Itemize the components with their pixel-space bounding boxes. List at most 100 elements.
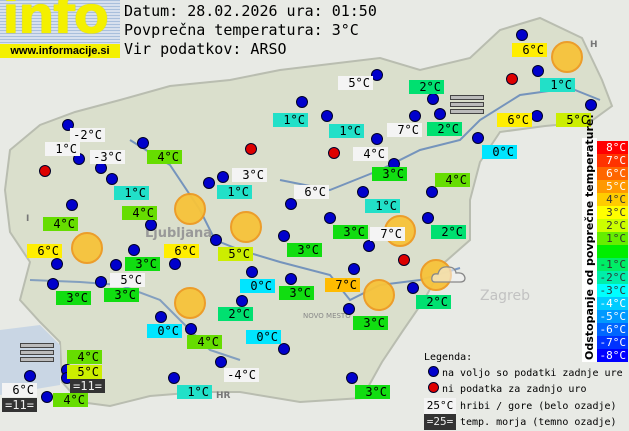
station-dot-available[interactable]	[343, 303, 355, 315]
station-dot-available[interactable]	[215, 356, 227, 368]
scale-step: -7°C	[597, 336, 628, 349]
fog-icon	[20, 343, 54, 364]
station-dot-available[interactable]	[217, 171, 229, 183]
station-dot-available[interactable]	[409, 110, 421, 122]
mountain-temperature-label: 7°C	[370, 227, 405, 241]
station-dot-available[interactable]	[155, 311, 167, 323]
river	[29, 279, 241, 361]
station-dot-available[interactable]	[24, 370, 36, 382]
station-dot-available[interactable]	[296, 96, 308, 108]
mountain-temperature-label: -2°C	[70, 128, 105, 142]
station-temperature-label: 3°C	[104, 288, 139, 302]
station-dot-available[interactable]	[145, 219, 157, 231]
legend-available: na voljo so podatki zadnje ure	[424, 366, 627, 382]
station-dot-available[interactable]	[407, 282, 419, 294]
station-temperature-label: 0°C	[147, 324, 182, 338]
station-dot-available[interactable]	[246, 266, 258, 278]
station-dot-available[interactable]	[585, 99, 597, 111]
station-dot-available[interactable]	[278, 343, 290, 355]
sun-icon	[71, 232, 103, 264]
logo-url[interactable]: www.informacije.si	[0, 44, 120, 58]
scale-step: -2°C	[597, 271, 628, 284]
station-temperature-label: 3°C	[125, 257, 160, 271]
station-dot-available[interactable]	[532, 65, 544, 77]
station-dot-available[interactable]	[51, 258, 63, 270]
scale-step: -5°C	[597, 310, 628, 323]
scale-step: 8°C	[597, 141, 628, 154]
station-dot-available[interactable]	[285, 198, 297, 210]
station-dot-available[interactable]	[531, 110, 543, 122]
station-dot-available[interactable]	[169, 258, 181, 270]
station-dot-missing[interactable]	[39, 165, 51, 177]
station-temperature-label: 3°C	[353, 316, 388, 330]
legend-missing-text: ni podatka za zadnjo uro	[442, 384, 587, 395]
station-dot-available[interactable]	[128, 244, 140, 256]
country-code-h: H	[590, 40, 598, 50]
station-dot-available[interactable]	[41, 391, 53, 403]
legend-hill-text: hribi / gore (belo ozadje)	[460, 401, 617, 412]
cloud-icon	[431, 266, 466, 283]
legend-sea: =25= temp. morja (temno ozadje)	[424, 414, 627, 430]
station-temperature-label: 1°C	[540, 78, 575, 92]
station-temperature-label: 6°C	[27, 244, 62, 258]
station-dot-available[interactable]	[516, 29, 528, 41]
station-dot-available[interactable]	[427, 93, 439, 105]
scale-step: -3°C	[597, 284, 628, 297]
station-temperature-label: 1°C	[365, 199, 400, 213]
station-dot-available[interactable]	[95, 276, 107, 288]
station-dot-missing[interactable]	[245, 143, 257, 155]
station-dot-missing[interactable]	[398, 254, 410, 266]
station-temperature-label: 1°C	[329, 124, 364, 138]
station-dot-available[interactable]	[278, 230, 290, 242]
station-dot-available[interactable]	[210, 234, 222, 246]
station-dot-available[interactable]	[426, 186, 438, 198]
mountain-temperature-label: 5°C	[338, 76, 373, 90]
station-dot-available[interactable]	[346, 372, 358, 384]
station-dot-available[interactable]	[66, 199, 78, 211]
station-dot-missing[interactable]	[506, 73, 518, 85]
station-dot-available[interactable]	[472, 132, 484, 144]
mountain-temperature-label: 1°C	[45, 142, 80, 156]
sun-icon	[174, 287, 206, 319]
logo[interactable]: info www.informacije.si	[0, 0, 120, 58]
station-dot-available[interactable]	[285, 273, 297, 285]
station-dot-available[interactable]	[47, 278, 59, 290]
date-time: Datum: 28.02.2026 ura: 01:50	[124, 2, 377, 20]
city-label-ljubljana: Ljubljana	[145, 226, 212, 241]
station-dot-available[interactable]	[203, 177, 215, 189]
station-temperature-label: 3°C	[287, 243, 322, 257]
station-dot-available[interactable]	[371, 133, 383, 145]
station-dot-available[interactable]	[321, 110, 333, 122]
station-dot-available[interactable]	[363, 240, 375, 252]
station-temperature-label: 4°C	[147, 150, 182, 164]
data-source: Vir podatkov: ARSO	[124, 40, 287, 58]
station-dot-available[interactable]	[348, 263, 360, 275]
station-dot-available[interactable]	[236, 295, 248, 307]
mountain-temperature-label: 4°C	[353, 147, 388, 161]
city-label-zagreb: Zagreb	[480, 288, 530, 304]
mountain-temperature-label: -3°C	[90, 150, 125, 164]
scale-step: -1°C	[597, 258, 628, 271]
legend-missing: ni podatka za zadnjo uro	[424, 382, 627, 398]
station-temperature-label: 2°C	[431, 225, 466, 239]
station-dot-available[interactable]	[434, 108, 446, 120]
station-dot-available[interactable]	[168, 372, 180, 384]
station-dot-missing[interactable]	[328, 147, 340, 159]
station-dot-available[interactable]	[324, 212, 336, 224]
station-temperature-label: 4°C	[435, 173, 470, 187]
scale-step: 6°C	[597, 167, 628, 180]
station-dot-available[interactable]	[106, 173, 118, 185]
scale-title: Odstopanje od povprečne temperature:	[582, 114, 597, 362]
station-dot-available[interactable]	[371, 69, 383, 81]
station-dot-available[interactable]	[422, 212, 434, 224]
scale-step: 2°C	[597, 219, 628, 232]
blue-dot-icon	[428, 366, 439, 377]
station-dot-available[interactable]	[185, 323, 197, 335]
station-temperature-label: 0°C	[482, 145, 517, 159]
station-dot-available[interactable]	[110, 259, 122, 271]
station-temperature-label: 4°C	[67, 350, 102, 364]
station-temperature-label: 6°C	[497, 113, 532, 127]
station-dot-available[interactable]	[137, 137, 149, 149]
station-dot-available[interactable]	[357, 186, 369, 198]
mountain-temperature-label: 7°C	[387, 123, 422, 137]
